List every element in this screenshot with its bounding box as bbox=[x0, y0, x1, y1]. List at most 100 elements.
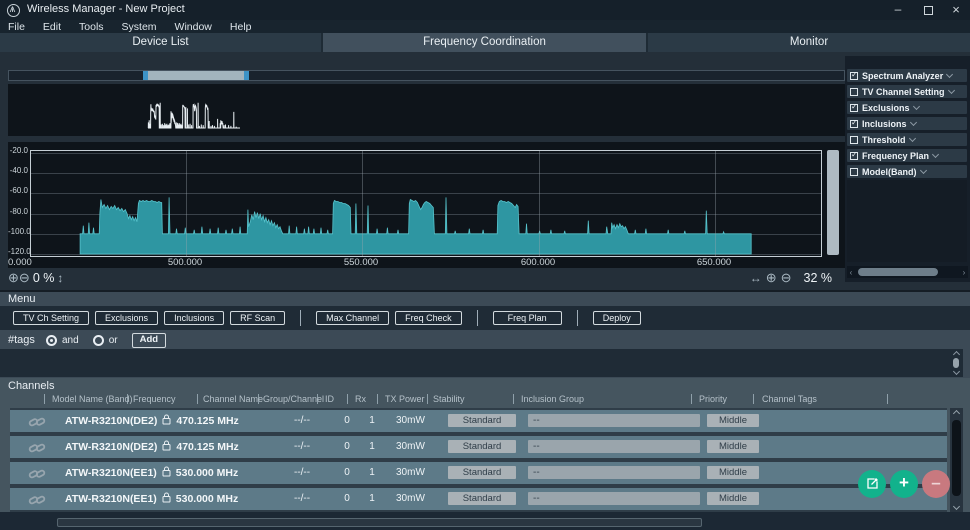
stability-select[interactable]: Standard bbox=[448, 492, 516, 505]
zoom-in-icon[interactable]: ⊕ bbox=[765, 270, 777, 285]
scroll-down-icon[interactable] bbox=[952, 367, 960, 376]
spectrum-plot-area[interactable] bbox=[30, 150, 822, 257]
priority-select[interactable]: Middle bbox=[707, 440, 759, 453]
lock-icon[interactable] bbox=[162, 412, 171, 430]
checkbox[interactable] bbox=[850, 135, 858, 144]
edit-channel-button[interactable] bbox=[858, 470, 886, 498]
inclusion-group-field[interactable]: -- bbox=[528, 466, 700, 479]
menu-system[interactable]: System bbox=[121, 20, 157, 33]
link-icon[interactable] bbox=[28, 441, 46, 459]
menu-file[interactable]: File bbox=[8, 20, 25, 33]
exclusions-button[interactable]: Exclusions bbox=[95, 311, 159, 325]
tab-monitor[interactable]: Monitor bbox=[648, 33, 970, 52]
channel-row[interactable]: ATW-R3210N(EE1) 530.000 MHz --/-- 0 1 30… bbox=[10, 488, 947, 510]
panel-item-frequency-plan[interactable]: Frequency Plan bbox=[847, 149, 967, 162]
scroll-up-icon[interactable] bbox=[952, 409, 961, 418]
lock-icon[interactable] bbox=[162, 464, 171, 482]
menu-help[interactable]: Help bbox=[229, 20, 252, 33]
zoom-out-icon[interactable]: ⊖ bbox=[18, 270, 30, 285]
scroll-up-icon[interactable] bbox=[952, 350, 960, 359]
panel-item-exclusions[interactable]: Exclusions bbox=[847, 101, 967, 114]
scroll-right-icon[interactable]: › bbox=[962, 267, 966, 277]
chevron-down-icon[interactable] bbox=[912, 102, 920, 111]
scroll-thumb[interactable] bbox=[952, 420, 961, 496]
inclusion-group-field[interactable]: -- bbox=[528, 440, 700, 453]
stability-select[interactable]: Standard bbox=[448, 414, 516, 427]
remove-channel-button[interactable]: – bbox=[922, 470, 950, 498]
scroll-left-icon[interactable]: ‹ bbox=[849, 267, 853, 277]
rf-scan-button[interactable]: RF Scan bbox=[230, 311, 286, 325]
gridline bbox=[31, 173, 821, 174]
channel-row[interactable]: ATW-R3210N(EE1) 530.000 MHz --/-- 0 1 30… bbox=[10, 462, 947, 484]
scroll-down-icon[interactable] bbox=[952, 502, 961, 511]
add-tag-button[interactable]: Add bbox=[131, 332, 167, 348]
chevron-down-icon[interactable] bbox=[909, 118, 917, 127]
tags-or-radio[interactable] bbox=[92, 334, 104, 346]
horizontal-arrows-icon[interactable]: ↔ bbox=[749, 271, 762, 285]
zoom-out-icon[interactable]: ⊖ bbox=[780, 270, 792, 285]
maximize-button[interactable] bbox=[916, 0, 940, 20]
minimize-button[interactable]: – bbox=[894, 2, 902, 16]
tab-frequency-coordination[interactable]: Frequency Coordination bbox=[323, 33, 648, 52]
close-button[interactable]: × bbox=[952, 2, 960, 17]
tags-and-radio[interactable] bbox=[46, 334, 57, 346]
freq-check-button[interactable]: Freq Check bbox=[395, 311, 462, 325]
stability-select[interactable]: Standard bbox=[448, 440, 516, 453]
channel-row[interactable]: ATW-R3210N(DE2) 470.125 MHz --/-- 0 1 30… bbox=[10, 436, 947, 458]
chevron-down-icon[interactable] bbox=[946, 70, 954, 79]
menu-edit[interactable]: Edit bbox=[42, 20, 62, 33]
chevron-down-icon[interactable] bbox=[947, 86, 955, 95]
bottom-scrollbar-track[interactable] bbox=[0, 512, 970, 530]
horizontal-scroll-thumb[interactable] bbox=[57, 518, 702, 527]
menu-window[interactable]: Window bbox=[174, 20, 212, 33]
link-icon[interactable] bbox=[28, 467, 46, 485]
inclusion-group-field[interactable]: -- bbox=[528, 414, 700, 427]
checkbox[interactable] bbox=[850, 102, 858, 112]
freq-plan-button[interactable]: Freq Plan bbox=[492, 311, 562, 325]
checkbox[interactable] bbox=[850, 150, 858, 160]
scroll-thumb[interactable] bbox=[953, 358, 959, 368]
deploy-button[interactable]: Deploy bbox=[592, 311, 641, 325]
tags-vertical-scrollbar[interactable] bbox=[951, 350, 961, 376]
panel-item-inclusions[interactable]: Inclusions bbox=[847, 117, 967, 130]
inclusions-button[interactable]: Inclusions bbox=[164, 311, 225, 325]
lock-icon[interactable] bbox=[162, 490, 171, 508]
link-icon[interactable] bbox=[28, 415, 46, 433]
chevron-down-icon[interactable] bbox=[908, 134, 916, 143]
panel-item-threshold[interactable]: Threshold bbox=[847, 133, 967, 146]
priority-select[interactable]: Middle bbox=[707, 492, 759, 505]
tv-ch-setting-button[interactable]: TV Ch Setting bbox=[13, 311, 90, 325]
link-icon[interactable] bbox=[28, 493, 46, 511]
priority-select[interactable]: Middle bbox=[707, 414, 759, 427]
chevron-down-icon[interactable] bbox=[919, 166, 927, 175]
panel-item-spectrum-analyzer[interactable]: Spectrum Analyzer bbox=[847, 69, 967, 82]
chevron-down-icon[interactable] bbox=[931, 150, 940, 159]
spectrum-overview-strip[interactable] bbox=[8, 84, 845, 136]
tags-list-box[interactable] bbox=[0, 349, 963, 377]
checkbox[interactable] bbox=[850, 87, 858, 96]
panel-horizontal-scrollbar[interactable]: ‹ › bbox=[847, 266, 968, 278]
range-handle-left[interactable] bbox=[143, 71, 148, 80]
channel-row[interactable]: ATW-R3210N(DE2) 470.125 MHz --/-- 0 1 30… bbox=[10, 410, 947, 432]
channels-vertical-scrollbar[interactable] bbox=[950, 408, 963, 512]
panel-item-tv-channel-setting[interactable]: TV Channel Setting bbox=[847, 85, 967, 98]
checkbox[interactable] bbox=[850, 70, 858, 80]
menu-tools[interactable]: Tools bbox=[79, 20, 104, 33]
range-thumb[interactable] bbox=[143, 71, 249, 80]
lock-icon[interactable] bbox=[162, 438, 171, 456]
zoom-in-icon[interactable]: ⊕ bbox=[8, 270, 19, 285]
checkbox[interactable] bbox=[850, 118, 858, 128]
inclusion-group-field[interactable]: -- bbox=[528, 492, 700, 505]
stability-select[interactable]: Standard bbox=[448, 466, 516, 479]
panel-item-model-band[interactable]: Model(Band) bbox=[847, 165, 967, 178]
chart-vertical-scrollbar[interactable] bbox=[827, 150, 839, 255]
checkbox[interactable] bbox=[850, 167, 858, 176]
add-channel-button[interactable]: + bbox=[890, 470, 918, 498]
spectrum-range-scrollbar[interactable] bbox=[8, 70, 845, 81]
priority-select[interactable]: Middle bbox=[707, 466, 759, 479]
scroll-thumb[interactable] bbox=[858, 268, 938, 276]
max-channel-button[interactable]: Max Channel bbox=[316, 311, 390, 325]
range-handle-right[interactable] bbox=[244, 71, 249, 80]
tab-device-list[interactable]: Device List bbox=[0, 33, 323, 52]
vertical-arrows-icon[interactable]: ↕ bbox=[57, 271, 64, 285]
